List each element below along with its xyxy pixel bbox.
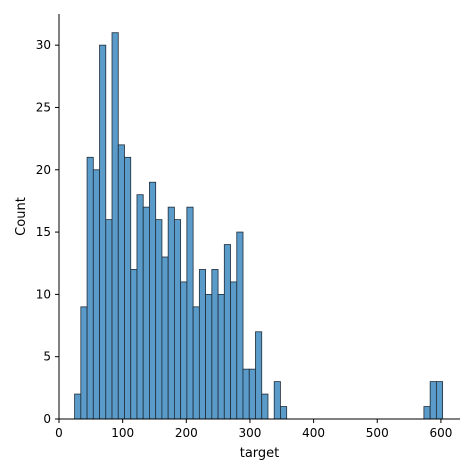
histogram-bar (80, 306, 88, 420)
y-tick-label: 15 (36, 225, 51, 239)
histogram-bar (161, 256, 169, 420)
histogram-bar (111, 32, 119, 420)
histogram-bar (136, 194, 144, 420)
histogram-bar (280, 406, 288, 420)
histogram-bar (124, 156, 132, 420)
histogram-bar (435, 381, 444, 420)
y-tick-label: 0 (43, 412, 51, 426)
x-axis-ticks: 0 100 200 300 400 500 600 (55, 419, 452, 440)
y-tick-label: 25 (36, 100, 51, 114)
histogram-bar (273, 381, 281, 420)
histogram-bar (242, 368, 250, 420)
histogram-bar (236, 231, 244, 420)
histogram-bar (142, 206, 150, 420)
y-tick-label: 10 (36, 287, 51, 301)
histogram-bar (180, 281, 188, 420)
y-axis-ticks: 0 5 10 15 20 25 30 (36, 38, 59, 426)
y-axis-label: Count (14, 197, 29, 236)
histogram-bar (248, 368, 256, 420)
x-tick-label: 0 (55, 426, 63, 440)
histogram-bar (230, 281, 238, 420)
y-tick-label: 20 (36, 163, 51, 177)
x-tick-label: 300 (238, 426, 261, 440)
histogram-bar (205, 293, 213, 420)
histogram-bar (198, 269, 206, 420)
histogram-bar (149, 181, 157, 420)
histogram-bar (211, 269, 219, 420)
x-tick-label: 500 (366, 426, 389, 440)
histogram-bar (217, 293, 225, 420)
histogram-bar (99, 44, 107, 420)
histogram-bar (186, 206, 194, 420)
histogram-bar (429, 381, 437, 420)
histogram-bar (155, 219, 163, 420)
histogram-bar (167, 206, 175, 420)
histogram-bar (86, 156, 94, 420)
bars-group (74, 32, 444, 420)
histogram-bar (192, 306, 200, 420)
y-tick-label: 30 (36, 38, 51, 52)
histogram-bar (117, 144, 125, 420)
histogram-bar (423, 406, 431, 420)
histogram-bar (255, 331, 263, 420)
y-tick-label: 5 (43, 350, 51, 364)
histogram-bar (105, 219, 113, 420)
x-tick-label: 400 (302, 426, 325, 440)
histogram-bar (92, 169, 100, 420)
histogram-bar (261, 393, 269, 420)
x-tick-label: 100 (111, 426, 134, 440)
histogram-bar (130, 269, 138, 420)
x-tick-label: 600 (429, 426, 452, 440)
x-tick-label: 200 (175, 426, 198, 440)
histogram-bar (173, 219, 182, 420)
histogram-bar (223, 244, 231, 420)
x-axis-label: target (240, 446, 280, 461)
histogram-bar (74, 393, 82, 420)
